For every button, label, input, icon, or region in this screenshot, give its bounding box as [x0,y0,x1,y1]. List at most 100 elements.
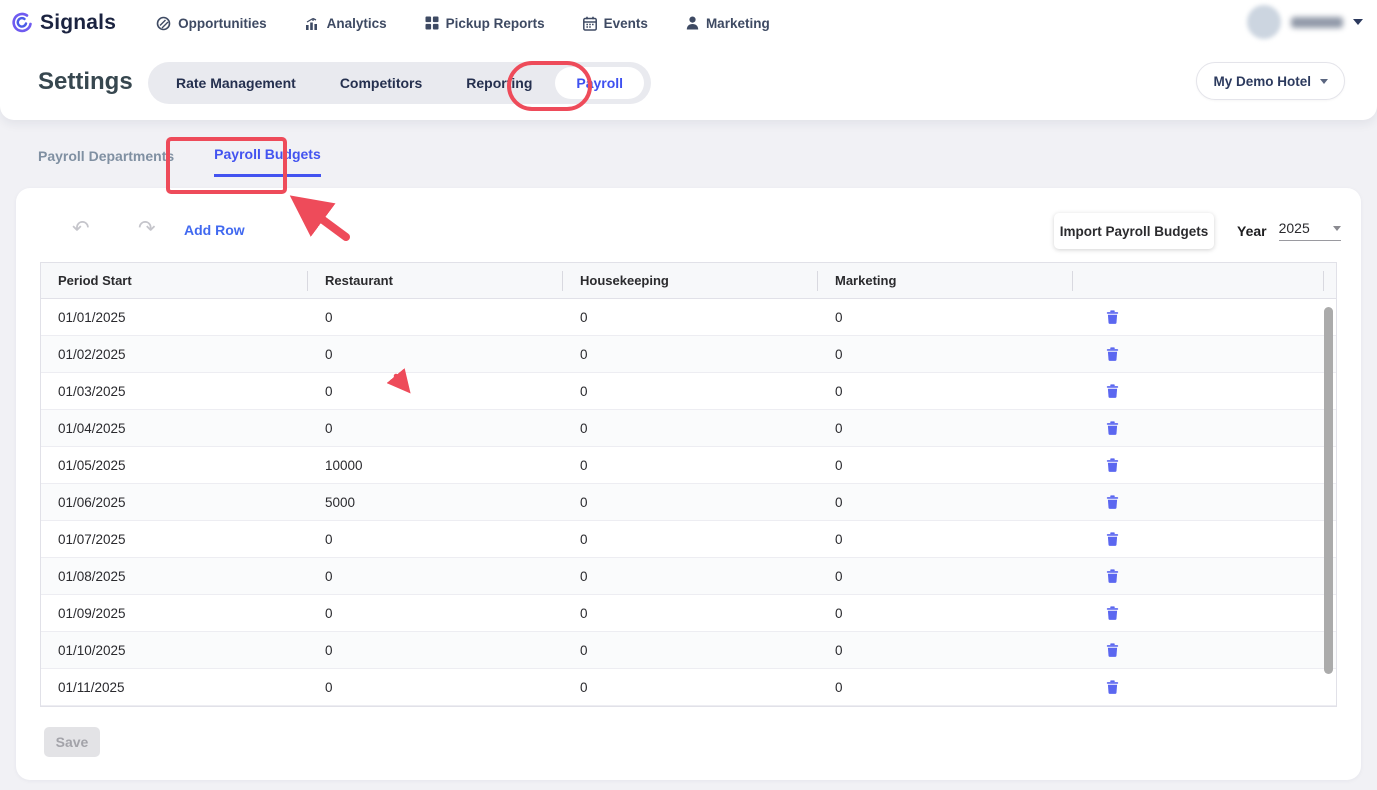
import-payroll-budgets-button[interactable]: Import Payroll Budgets [1054,213,1214,249]
cell-restaurant[interactable]: 0 [325,642,333,658]
cell-housekeeping[interactable]: 0 [580,568,588,584]
cell-period-start[interactable]: 01/04/2025 [58,420,126,436]
cell-housekeeping[interactable]: 0 [580,531,588,547]
save-button[interactable]: Save [44,727,100,757]
cell-restaurant[interactable]: 0 [325,346,333,362]
cell-restaurant[interactable]: 0 [325,309,333,325]
cell-marketing[interactable]: 0 [835,420,843,436]
cell-period-start[interactable]: 01/05/2025 [58,457,126,473]
cell-period-start[interactable]: 01/07/2025 [58,531,126,547]
nav-item-analytics[interactable]: Analytics [305,16,387,31]
cell-period-start[interactable]: 01/08/2025 [58,568,126,584]
table-row: 01/09/2025 0 0 0 [41,595,1336,632]
delete-row-icon[interactable] [1101,676,1123,698]
delete-row-icon[interactable] [1101,528,1123,550]
year-select-value: 2025 [1278,220,1310,236]
delete-row-icon[interactable] [1101,454,1123,476]
opportunities-icon [156,16,171,30]
cell-restaurant[interactable]: 0 [325,531,333,547]
cell-period-start[interactable]: 01/06/2025 [58,494,126,510]
payroll-budgets-table: Period Start Restaurant Housekeeping Mar… [40,262,1337,707]
cell-restaurant[interactable]: 10000 [325,457,363,473]
cell-housekeeping[interactable]: 0 [580,383,588,399]
column-header-label: Restaurant [325,273,393,288]
user-menu[interactable] [1247,5,1363,39]
cell-period-start[interactable]: 01/11/2025 [58,679,125,695]
delete-row-icon[interactable] [1101,417,1123,439]
tab-rate-management[interactable]: Rate Management [176,75,296,91]
tab-reporting[interactable]: Reporting [466,75,533,91]
redo-icon[interactable]: ↷ [138,216,156,240]
cell-restaurant[interactable]: 5000 [325,494,356,510]
table-row: 01/05/2025 10000 0 0 [41,447,1336,484]
tab-payroll[interactable]: Payroll [555,67,645,99]
cell-restaurant[interactable]: 0 [325,383,333,399]
cell-marketing[interactable]: 0 [835,531,843,547]
cell-period-start[interactable]: 01/10/2025 [58,642,126,658]
brand-logo[interactable]: Signals [10,11,116,35]
nav-item-events[interactable]: Events [582,16,648,31]
cell-period-start[interactable]: 01/02/2025 [58,346,126,362]
cell-housekeeping[interactable]: 0 [580,679,588,695]
delete-row-icon[interactable] [1101,343,1123,365]
column-header-marketing[interactable]: Marketing [818,263,1073,298]
row-actions [1073,336,1325,372]
delete-row-icon[interactable] [1101,602,1123,624]
cell-marketing[interactable]: 0 [835,383,843,399]
subtab-payroll-departments[interactable]: Payroll Departments [38,147,175,164]
delete-row-icon[interactable] [1101,639,1123,661]
row-actions [1073,410,1325,446]
table-row: 01/03/2025 0 0 0 [41,373,1336,410]
cell-marketing[interactable]: 0 [835,568,843,584]
year-select[interactable]: 2025 [1278,220,1341,241]
column-header-restaurant[interactable]: Restaurant [308,263,563,298]
tab-competitors[interactable]: Competitors [339,75,423,91]
cell-housekeeping[interactable]: 0 [580,642,588,658]
hotel-selector[interactable]: My Demo Hotel [1196,62,1345,100]
nav-item-marketing[interactable]: Marketing [686,16,770,31]
column-divider [562,271,563,291]
nav-item-opportunities[interactable]: Opportunities [156,16,267,31]
cell-housekeeping[interactable]: 0 [580,309,588,325]
cell-marketing[interactable]: 0 [835,642,843,658]
cell-marketing[interactable]: 0 [835,457,843,473]
row-actions [1073,521,1325,557]
column-header-housekeeping[interactable]: Housekeeping [563,263,818,298]
subtab-payroll-budgets[interactable]: Payroll Budgets [214,146,321,177]
cell-housekeeping[interactable]: 0 [580,346,588,362]
cell-housekeeping[interactable]: 0 [580,494,588,510]
cell-restaurant[interactable]: 0 [325,568,333,584]
cell-period-start[interactable]: 01/09/2025 [58,605,126,621]
cell-marketing[interactable]: 0 [835,346,843,362]
table-row: 01/02/2025 0 0 0 [41,336,1336,373]
column-header-label: Housekeeping [580,273,669,288]
delete-row-icon[interactable] [1101,565,1123,587]
column-divider [1323,271,1324,291]
delete-row-icon[interactable] [1101,491,1123,513]
column-header-period-start[interactable]: Period Start [41,263,308,298]
signals-logo-icon [12,12,32,33]
add-row-button[interactable]: Add Row [184,222,245,238]
delete-row-icon[interactable] [1101,380,1123,402]
cell-housekeeping[interactable]: 0 [580,605,588,621]
cell-restaurant[interactable]: 0 [325,605,333,621]
cell-marketing[interactable]: 0 [835,494,843,510]
cell-housekeeping[interactable]: 0 [580,420,588,436]
cell-period-start[interactable]: 01/03/2025 [58,383,126,399]
row-actions [1073,299,1325,335]
cell-restaurant[interactable]: 0 [325,420,333,436]
delete-row-icon[interactable] [1101,306,1123,328]
cell-housekeeping[interactable]: 0 [580,457,588,473]
cell-restaurant[interactable]: 0 [325,679,333,695]
table-scrollbar-track[interactable] [1324,300,1334,706]
column-divider [307,271,308,291]
cell-marketing[interactable]: 0 [835,679,843,695]
cell-marketing[interactable]: 0 [835,309,843,325]
cell-marketing[interactable]: 0 [835,605,843,621]
nav-item-pickup-reports[interactable]: Pickup Reports [425,16,545,31]
row-actions [1073,558,1325,594]
table-row: 01/07/2025 0 0 0 [41,521,1336,558]
cell-period-start[interactable]: 01/01/2025 [58,309,126,325]
table-scrollbar-thumb[interactable] [1324,307,1333,674]
undo-icon[interactable]: ↶ [72,216,90,240]
